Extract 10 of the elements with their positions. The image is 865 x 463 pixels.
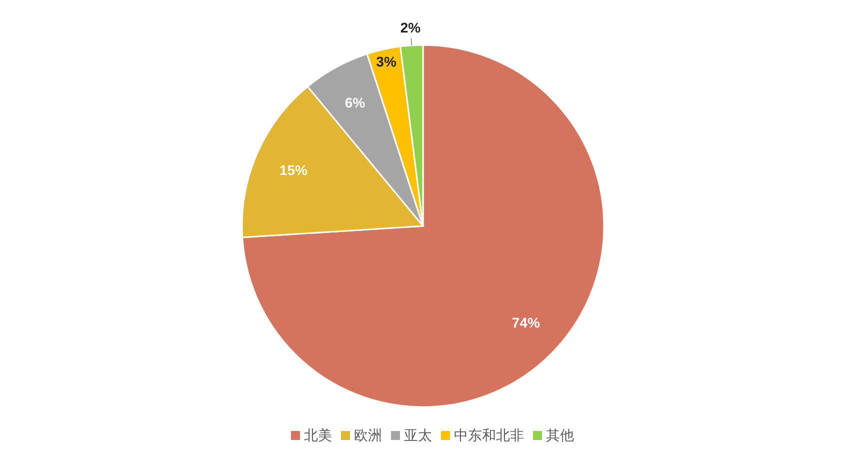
data-label: 2% — [400, 19, 422, 36]
legend-label: 亚太 — [404, 427, 432, 443]
data-label: 3% — [376, 54, 397, 70]
data-label: 6% — [344, 94, 366, 110]
legend-label: 其他 — [546, 427, 574, 443]
legend-label: 欧洲 — [354, 427, 382, 443]
data-label: 15% — [279, 162, 308, 178]
legend-label: 北美 — [304, 427, 332, 443]
data-label: 74% — [512, 314, 540, 331]
legend-label: 中东和北非 — [454, 427, 524, 443]
